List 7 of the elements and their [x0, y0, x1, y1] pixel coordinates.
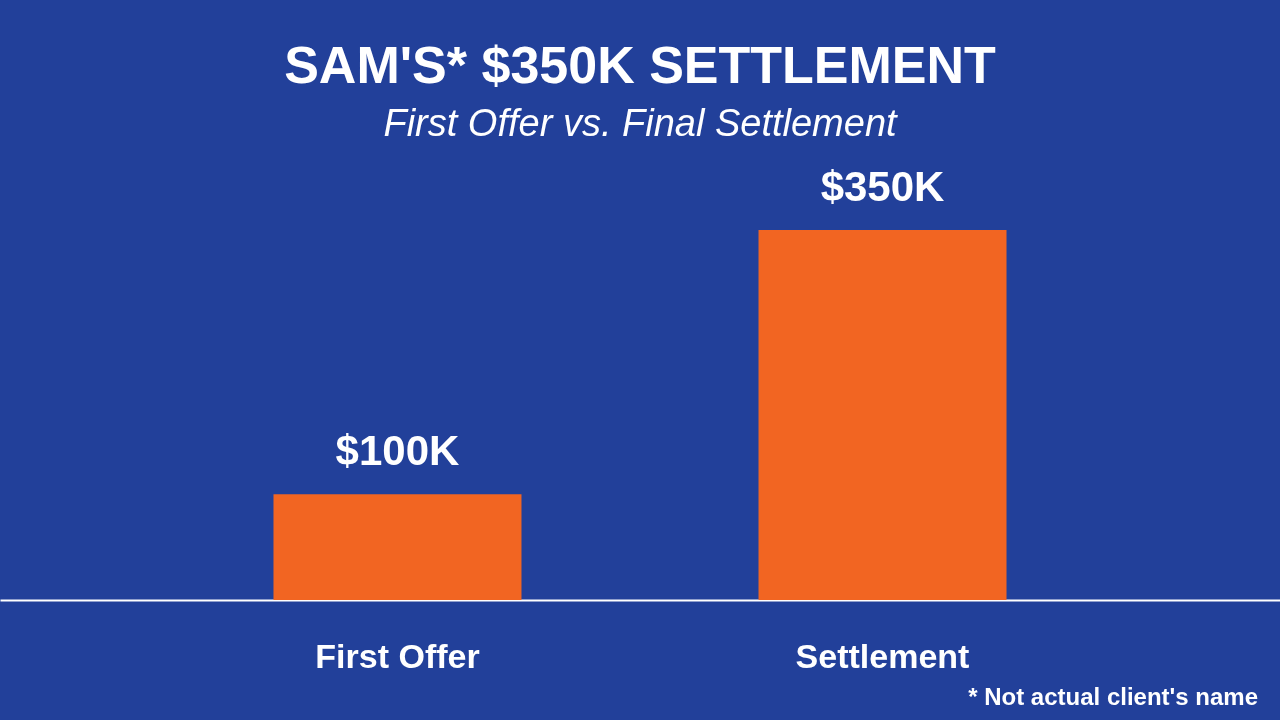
chart-title: SAM'S* $350K SETTLEMENT — [284, 36, 997, 94]
data-label: $350K — [820, 163, 945, 210]
chart-subtitle: First Offer vs. Final Settlement — [383, 102, 898, 144]
data-label: $100K — [335, 427, 460, 475]
x-tick-label: First Offer — [315, 636, 480, 675]
text: * Not actual client's name — [968, 683, 1258, 710]
x-tick-label: Settlement — [795, 636, 970, 675]
